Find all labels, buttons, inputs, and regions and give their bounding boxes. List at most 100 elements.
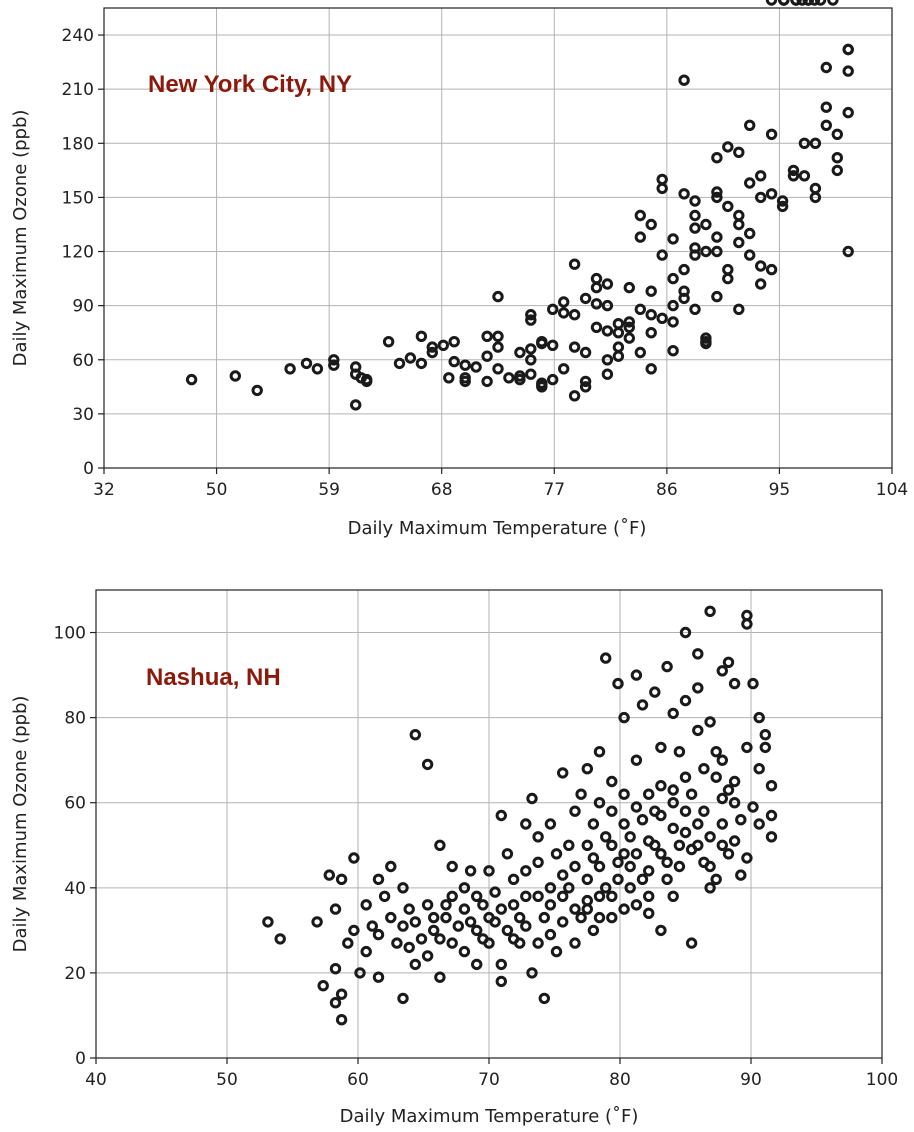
data-point [428, 911, 440, 924]
data-point [790, 0, 802, 6]
data-point [698, 805, 710, 817]
data-point [612, 856, 624, 868]
data-point [581, 763, 593, 775]
y-tick-label: 0 [83, 459, 94, 479]
data-point [765, 188, 778, 200]
data-point [623, 281, 635, 294]
data-point [679, 771, 692, 783]
data-point [776, 200, 789, 213]
data-point [820, 61, 832, 74]
data-point [547, 339, 559, 351]
data-point [514, 937, 526, 949]
data-point [587, 852, 600, 864]
data-point [426, 346, 438, 359]
data-point [618, 788, 630, 800]
data-point [842, 65, 854, 77]
data-point [692, 839, 704, 851]
data-point [600, 882, 612, 894]
data-point [689, 249, 701, 261]
data-point [606, 775, 618, 788]
data-point [544, 899, 557, 911]
data-point [643, 865, 655, 877]
data-point [704, 605, 716, 617]
scatter-points [262, 0, 839, 1026]
data-point [744, 249, 756, 261]
data-point [514, 911, 526, 924]
data-point [831, 128, 843, 141]
data-point [569, 860, 581, 873]
data-point [601, 299, 614, 312]
data-point [755, 170, 767, 182]
data-point [778, 0, 790, 6]
data-point [728, 797, 741, 809]
x-axis-label: Daily Maximum Temperature (˚F) [340, 1106, 639, 1127]
data-point [689, 222, 701, 234]
data-point [372, 928, 385, 941]
data-point [372, 873, 385, 885]
data-point [667, 233, 679, 245]
data-point [655, 848, 667, 860]
data-point [317, 980, 329, 992]
y-tick-label: 40 [64, 879, 86, 899]
data-point [606, 911, 618, 924]
data-point [667, 345, 679, 357]
data-point [328, 354, 340, 366]
x-tick-label: 40 [85, 1070, 107, 1090]
data-point [735, 814, 747, 826]
data-point [655, 924, 667, 937]
data-point [428, 924, 440, 937]
data-point [630, 669, 643, 681]
data-point [335, 988, 348, 1000]
data-point [755, 278, 767, 290]
data-point [689, 303, 701, 315]
data-point [520, 865, 532, 877]
x-axis-label: Daily Maximum Temperature (˚F) [348, 518, 647, 539]
data-point [776, 195, 789, 207]
y-tick-label: 90 [72, 297, 94, 317]
data-point [747, 801, 759, 813]
data-point [350, 399, 362, 411]
data-point [520, 920, 532, 932]
data-point [636, 699, 649, 711]
data-point [575, 911, 587, 924]
data-point [477, 899, 489, 911]
x-tick-label: 50 [206, 480, 228, 500]
data-point [827, 0, 839, 6]
data-point [636, 873, 649, 885]
x-tick-label: 68 [431, 480, 453, 500]
x-tick-label: 70 [478, 1070, 500, 1090]
data-point [415, 330, 428, 342]
data-point [507, 873, 520, 885]
data-point [403, 903, 415, 915]
data-point [612, 327, 625, 339]
tick-labels: 40 50 60 70 80 90 100 0 20 40 60 80 100 [54, 624, 899, 1090]
data-point [448, 336, 460, 348]
data-point [661, 856, 673, 868]
data-point [722, 784, 735, 796]
y-tick-label: 0 [75, 1049, 86, 1069]
data-point [563, 882, 575, 894]
data-point [667, 797, 679, 809]
data-point [558, 307, 570, 319]
data-point [698, 763, 710, 775]
data-point [492, 290, 504, 303]
data-point [415, 357, 428, 370]
data-point [393, 357, 406, 370]
data-point [624, 831, 636, 843]
data-point [300, 357, 313, 370]
data-point [753, 711, 765, 724]
data-point [710, 873, 722, 885]
data-point [700, 245, 712, 258]
y-tick-label: 180 [62, 134, 94, 154]
data-point [634, 231, 646, 243]
data-point [667, 890, 679, 902]
data-point [507, 899, 520, 911]
data-point [678, 188, 690, 200]
data-point [798, 170, 811, 182]
data-point [711, 290, 723, 303]
data-point [495, 903, 507, 915]
data-point [397, 920, 409, 932]
x-tick-label: 50 [216, 1070, 238, 1090]
data-point [667, 272, 679, 285]
data-point [656, 249, 668, 261]
